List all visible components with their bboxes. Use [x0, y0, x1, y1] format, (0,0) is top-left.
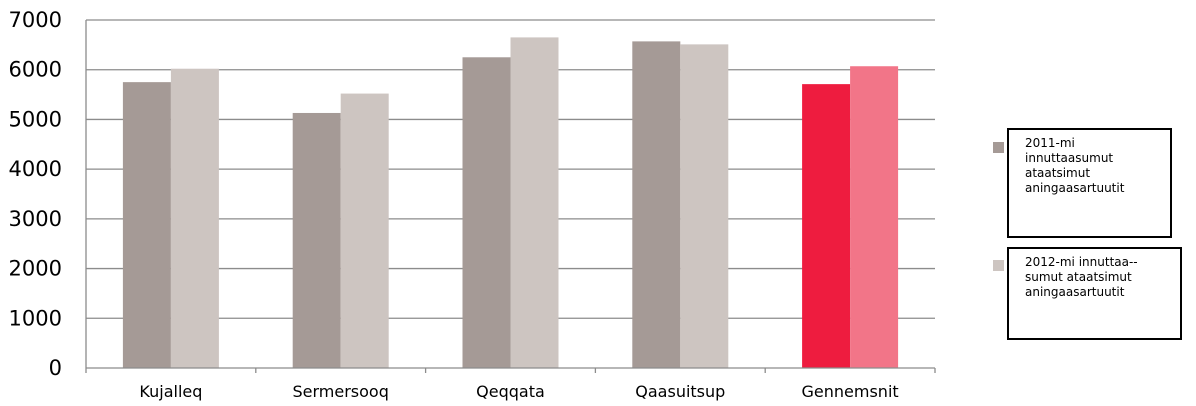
bar-gennemsnit-series-1: [802, 84, 851, 368]
x-tick-label: Gennemsnit: [802, 382, 899, 401]
y-tick-label: 3000: [9, 207, 62, 231]
legend-swatch-2011: [993, 142, 1004, 153]
bar-qeqqata-series-2: [510, 37, 559, 369]
bar-qeqqata-series-1: [462, 57, 511, 369]
bar-gennemsnit-series-2: [850, 66, 899, 368]
y-tick-label: 7000: [9, 8, 62, 32]
x-tick-label: Sermersooq: [293, 382, 389, 401]
bar-qaasuitsup-series-2: [680, 44, 729, 369]
y-tick-label: 6000: [9, 58, 62, 82]
x-tick-label: Qaasuitsup: [635, 382, 725, 401]
y-tick-label: 2000: [9, 257, 62, 281]
y-tick-label: 1000: [9, 306, 62, 330]
bars: [122, 37, 899, 369]
bar-qaasuitsup-series-1: [632, 41, 681, 369]
axes: 0 1000 2000 3000 4000 5000 6000 7000 Kujalleq Ser…: [9, 8, 936, 401]
bar-kujalleq-series-2: [170, 68, 219, 368]
legend-label-2011: 2011-mi innuttaasumut ataatsimut aningaa…: [1007, 128, 1172, 238]
y-tick-label: 0: [49, 356, 62, 380]
legend-swatch-2012: [993, 260, 1004, 271]
bar-sermersooq-series-1: [292, 112, 341, 368]
bar-kujalleq-series-1: [122, 82, 171, 369]
y-tick-label: 4000: [9, 157, 62, 181]
y-tick-label: 5000: [9, 107, 62, 131]
x-tick-label: Qeqqata: [476, 382, 545, 401]
legend-label-2012: 2012-mi innuttaa-- sumut ataatsimut anin…: [1007, 247, 1182, 340]
x-tick-label: Kujalleq: [139, 382, 202, 401]
bar-sermersooq-series-2: [340, 93, 389, 368]
